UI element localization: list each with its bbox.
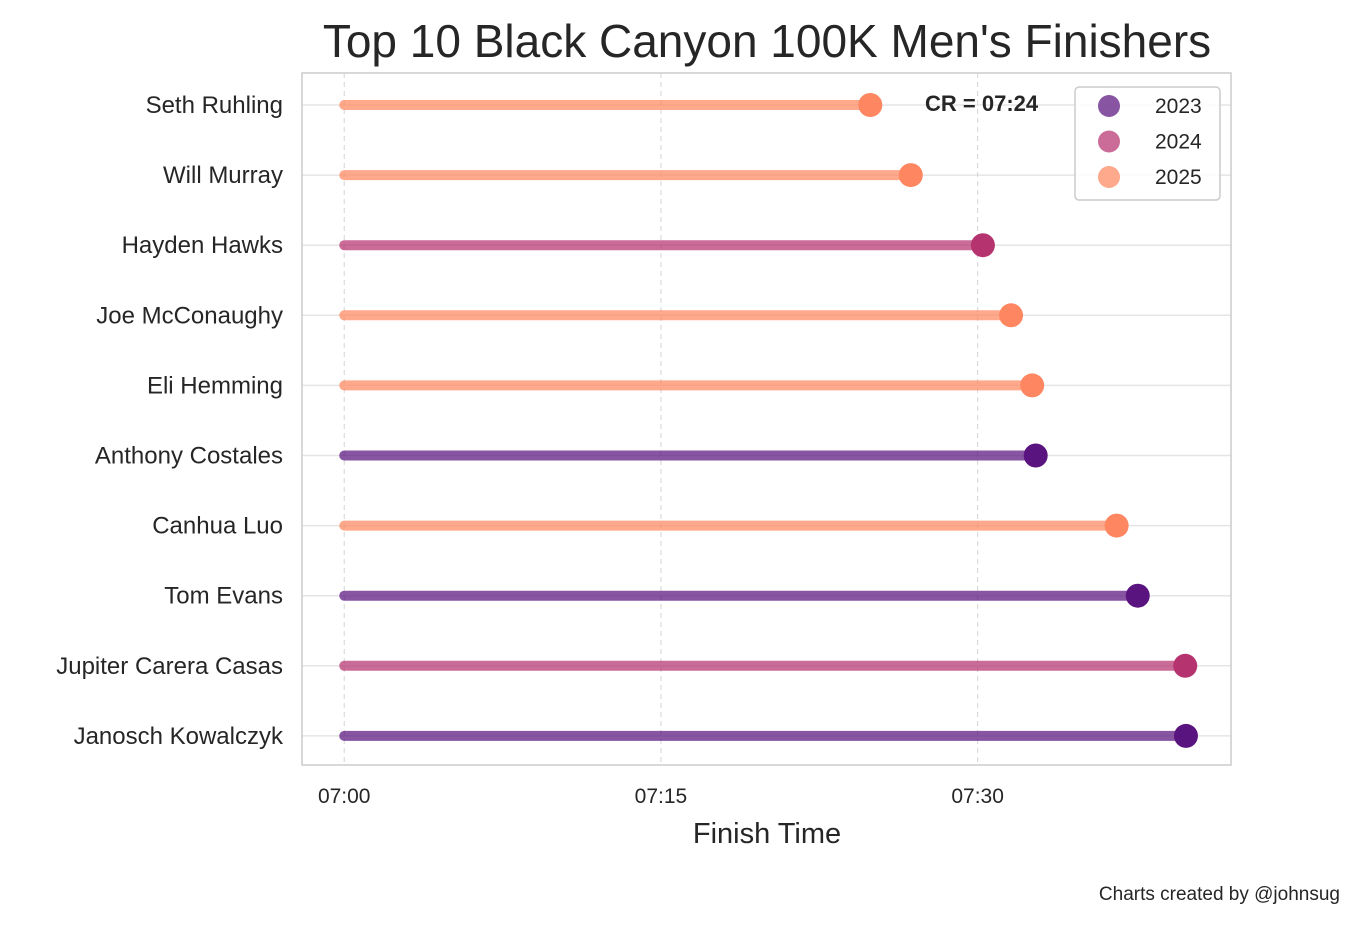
y-tick-label: Anthony Costales xyxy=(95,443,283,470)
lollipop-head xyxy=(999,303,1024,328)
legend-label: 2024 xyxy=(1155,131,1202,154)
x-axis-label: Finish Time xyxy=(693,818,841,850)
legend-marker xyxy=(1098,166,1120,188)
chart-title: Top 10 Black Canyon 100K Men's Finishers xyxy=(323,15,1211,67)
legend-marker xyxy=(1098,95,1120,117)
x-tick-label: 07:30 xyxy=(951,785,1004,808)
legend-marker xyxy=(1098,130,1120,153)
lollipop-head xyxy=(1023,443,1048,468)
y-tick-label: Will Murray xyxy=(163,162,283,189)
y-tick-label: Eli Hemming xyxy=(147,372,283,399)
y-tick-label: Tom Evans xyxy=(164,583,283,610)
y-tick-label: Jupiter Carera Casas xyxy=(56,653,283,680)
lollipop-head xyxy=(1125,583,1150,608)
legend-label: 2023 xyxy=(1155,95,1202,118)
legend: 2023 2024 2025 xyxy=(1074,86,1221,201)
y-tick-label: Joe McConaughy xyxy=(96,302,283,329)
y-tick-label: Hayden Hawks xyxy=(122,232,283,259)
y-tick-label: Canhua Luo xyxy=(152,513,283,540)
y-tick-label: Janosch Kowalczyk xyxy=(74,723,284,750)
lollipop-head xyxy=(1173,723,1198,748)
lollipop-head xyxy=(898,163,923,188)
x-tick-labels: 07:00 07:15 07:30 xyxy=(318,785,1004,808)
lollipop-head xyxy=(1020,373,1045,398)
lollipop-head xyxy=(1104,513,1129,538)
plot-frame xyxy=(301,72,1232,766)
lollipop-head xyxy=(1173,653,1198,678)
credit-text: Charts created by @johnsug xyxy=(1099,884,1340,905)
lollipops xyxy=(339,93,1198,748)
y-tick-label: Seth Ruhling xyxy=(146,92,283,119)
course-record-annotation: CR = 07:24 xyxy=(925,91,1039,116)
lollipop-head xyxy=(970,233,995,258)
x-tick-label: 07:00 xyxy=(318,785,371,808)
legend-label: 2025 xyxy=(1155,166,1202,189)
lollipop-head xyxy=(858,93,883,117)
x-tick-label: 07:15 xyxy=(635,785,688,808)
y-tick-labels: Seth Ruhling Will Murray Hayden Hawks Joe M… xyxy=(56,92,284,750)
